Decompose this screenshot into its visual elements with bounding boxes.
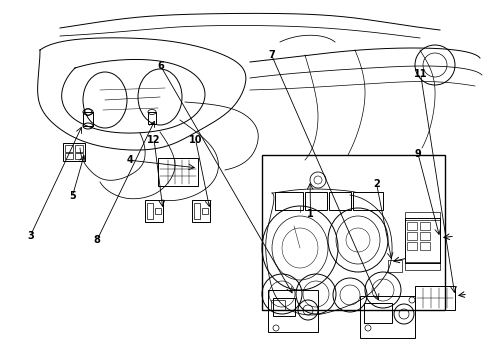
Text: 12: 12 — [147, 135, 161, 145]
Text: 9: 9 — [414, 149, 421, 159]
Text: 4: 4 — [126, 155, 133, 165]
Bar — [65, 153, 73, 159]
Bar — [328, 192, 350, 210]
Bar — [406, 232, 416, 240]
Bar — [147, 203, 153, 219]
Bar — [387, 260, 401, 272]
Text: 7: 7 — [267, 50, 274, 60]
Bar — [75, 145, 83, 152]
Bar — [404, 212, 439, 220]
Text: 1: 1 — [306, 209, 313, 219]
Bar — [406, 242, 416, 250]
Bar — [363, 303, 391, 323]
Bar — [419, 242, 429, 250]
Bar — [270, 300, 285, 310]
Text: 8: 8 — [93, 235, 100, 246]
Bar — [158, 158, 198, 186]
Text: 11: 11 — [413, 69, 427, 79]
Bar — [75, 153, 83, 159]
Text: 3: 3 — [27, 231, 34, 241]
Bar — [274, 192, 303, 210]
Bar — [414, 286, 454, 310]
Bar — [148, 112, 156, 124]
Text: 10: 10 — [188, 135, 202, 145]
Bar — [267, 290, 317, 332]
Bar — [404, 262, 439, 270]
Bar — [83, 112, 93, 126]
Bar — [194, 203, 200, 219]
Bar — [305, 192, 326, 210]
Bar — [419, 222, 429, 230]
Bar — [272, 298, 294, 316]
Bar — [202, 208, 207, 214]
Bar — [262, 155, 444, 310]
Bar — [63, 143, 85, 161]
Text: 6: 6 — [157, 60, 163, 71]
Bar — [155, 208, 161, 214]
Text: 5: 5 — [69, 191, 76, 201]
Text: 2: 2 — [372, 179, 379, 189]
Bar — [404, 218, 439, 263]
Bar — [352, 192, 382, 210]
Bar — [192, 200, 209, 222]
Bar — [65, 145, 73, 152]
Bar — [419, 232, 429, 240]
Bar — [406, 222, 416, 230]
Bar — [145, 200, 163, 222]
Bar — [359, 296, 414, 338]
